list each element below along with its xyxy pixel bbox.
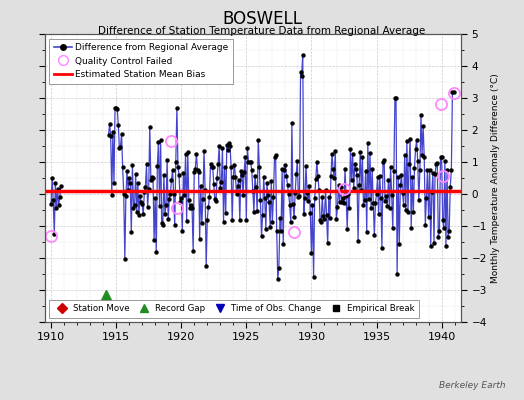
Legend: Station Move, Record Gap, Time of Obs. Change, Empirical Break: Station Move, Record Gap, Time of Obs. C… [49,300,419,318]
Text: Difference of Station Temperature Data from Regional Average: Difference of Station Temperature Data f… [99,26,425,36]
Text: Berkeley Earth: Berkeley Earth [439,381,506,390]
Text: BOSWELL: BOSWELL [222,10,302,28]
Y-axis label: Monthly Temperature Anomaly Difference (°C): Monthly Temperature Anomaly Difference (… [491,73,500,283]
